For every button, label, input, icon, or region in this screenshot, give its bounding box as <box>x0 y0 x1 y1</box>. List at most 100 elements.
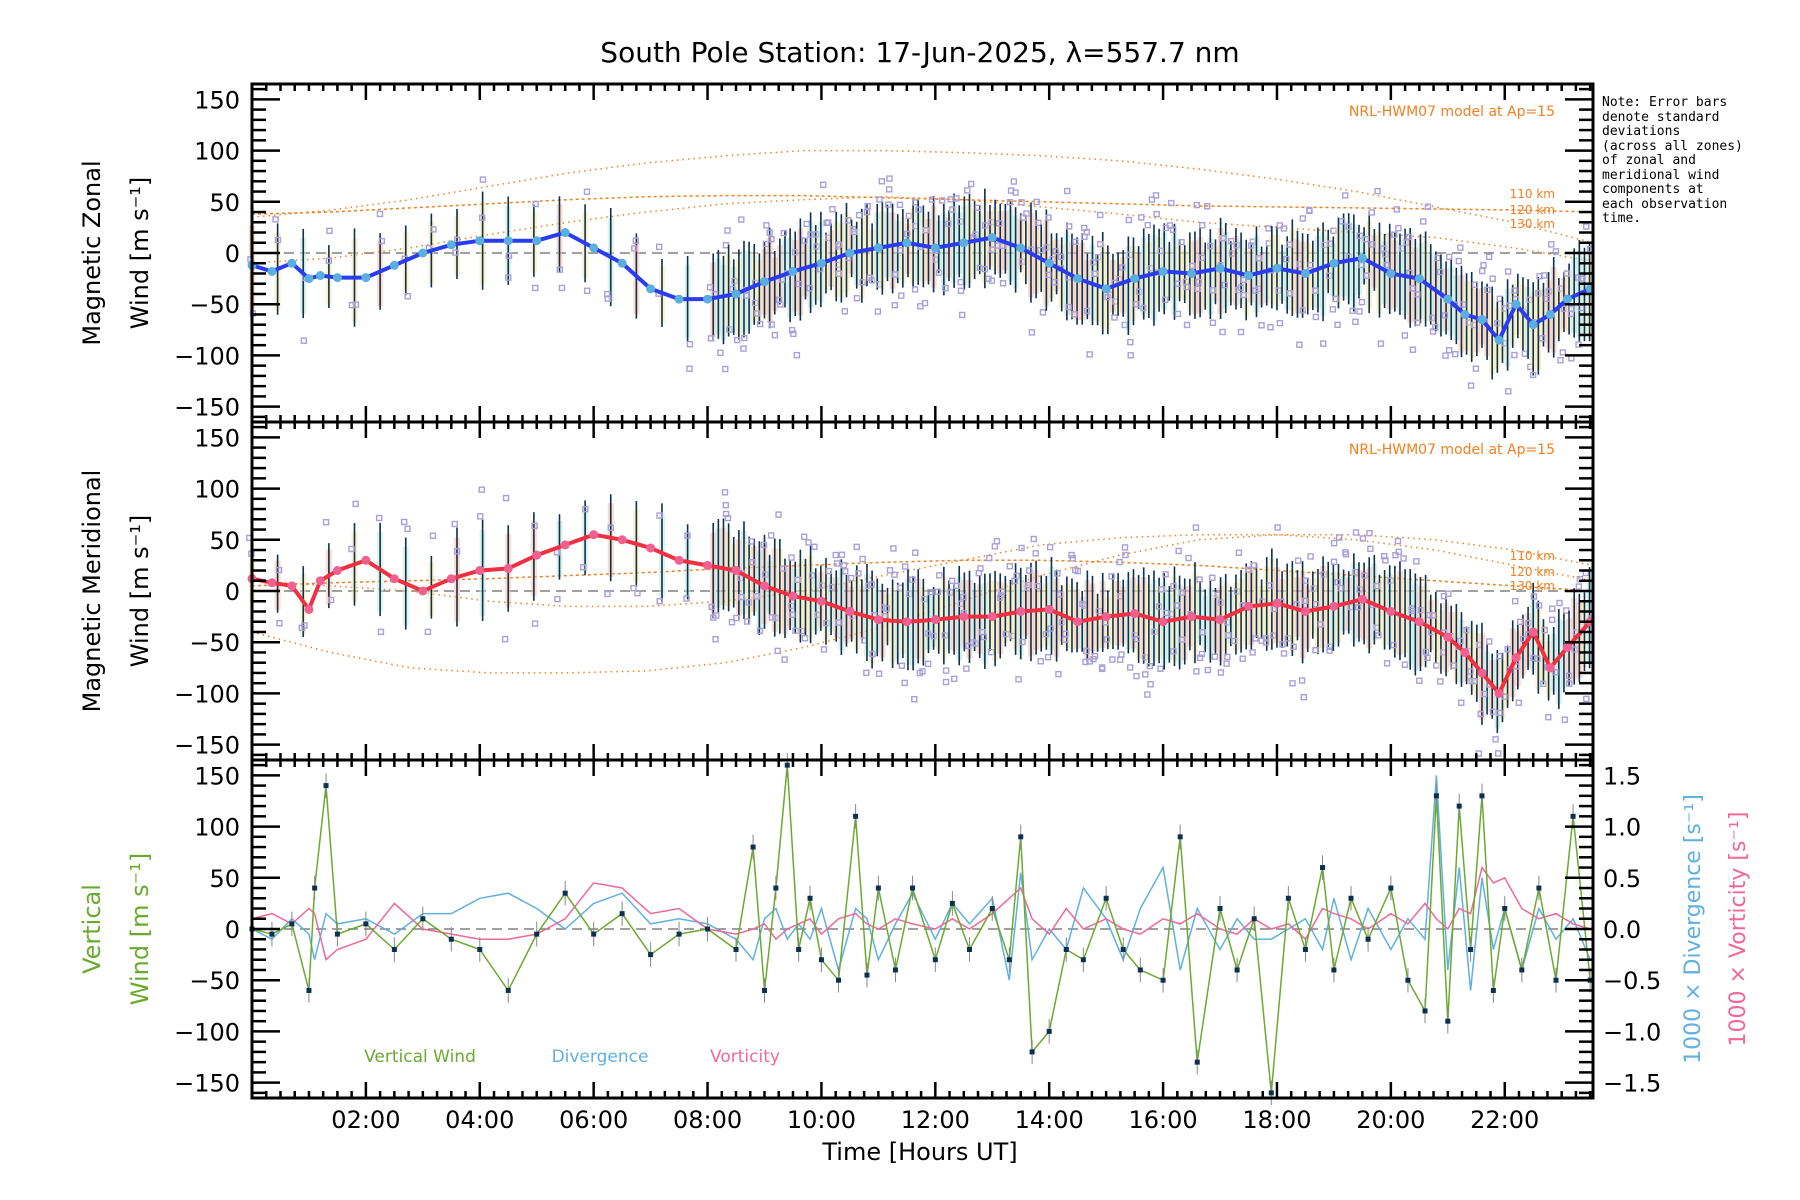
outlier-point <box>1037 658 1044 665</box>
outlier-point <box>531 522 538 530</box>
x-tick-label: 14:00 <box>1015 1106 1084 1134</box>
outlier-point <box>1162 296 1169 303</box>
mean-wind-marker <box>731 289 741 299</box>
outlier-point <box>1198 650 1206 658</box>
mean-wind-marker <box>304 274 314 284</box>
mean-wind-marker <box>1460 309 1470 319</box>
outlier-point <box>1480 262 1487 269</box>
vertical-wind-marker <box>807 895 813 901</box>
y-tick-label: −50 <box>189 629 240 657</box>
outlier-point <box>1072 238 1079 246</box>
outlier-point <box>1457 637 1464 645</box>
outlier-point <box>760 541 768 549</box>
outlier-point <box>1209 287 1217 294</box>
outlier-point <box>936 572 943 579</box>
outlier-point <box>979 628 986 636</box>
y-tick-label: 50 <box>209 189 240 217</box>
y-tick-label: −50 <box>189 967 240 995</box>
vertical-wind-marker <box>966 946 972 952</box>
vertical-wind-marker <box>1490 987 1496 993</box>
y-axis-label-line2: Wind [m s⁻¹] <box>126 177 154 329</box>
mean-wind-marker <box>959 612 969 622</box>
outlier-point <box>1146 662 1153 670</box>
mean-wind-marker <box>475 566 485 576</box>
outlier-point <box>1117 656 1124 663</box>
outlier-point <box>1262 639 1270 646</box>
outlier-point <box>1543 295 1551 303</box>
vertical-wind-marker <box>323 783 329 789</box>
outlier-point <box>1480 690 1488 698</box>
outlier-point <box>1352 318 1359 325</box>
outlier-point <box>272 216 279 223</box>
outlier-point <box>1337 584 1344 592</box>
outlier-point <box>1289 680 1296 687</box>
outlier-point <box>1382 557 1389 564</box>
outlier-point <box>1265 225 1272 232</box>
mean-wind-marker <box>816 258 826 268</box>
outlier-point <box>840 562 848 569</box>
outlier-point <box>1231 637 1238 645</box>
vertical-wind-marker <box>1433 793 1439 799</box>
outlier-point <box>838 551 846 558</box>
mean-wind-marker <box>1044 604 1054 614</box>
outlier-point <box>1010 178 1018 185</box>
mean-wind-marker <box>1044 258 1054 268</box>
outlier-point <box>963 665 970 672</box>
vertical-wind-marker <box>1251 916 1257 922</box>
outlier-point <box>1196 576 1203 583</box>
vertical-wind-marker <box>989 906 995 912</box>
outlier-point <box>505 252 513 259</box>
outlier-point <box>505 274 512 281</box>
outlier-point <box>686 341 694 348</box>
mean-wind-marker <box>503 236 513 246</box>
outlier-point <box>1496 295 1503 303</box>
outlier-point <box>825 219 832 226</box>
outlier-point <box>886 175 893 182</box>
mean-wind-marker <box>788 591 798 601</box>
x-tick-label: 08:00 <box>673 1106 742 1134</box>
outlier-point <box>326 227 333 235</box>
outlier-point <box>897 247 904 254</box>
mean-wind-marker <box>1243 271 1253 281</box>
mean-wind-marker <box>1016 243 1026 253</box>
vertical-wind-marker <box>306 987 312 993</box>
mean-wind-marker <box>332 273 342 283</box>
vertical-wind-marker <box>910 885 916 891</box>
mean-wind-marker <box>873 615 883 625</box>
outlier-point <box>942 667 950 674</box>
outlier-point <box>964 187 971 194</box>
outlier-point <box>1153 210 1160 218</box>
mean-wind-marker <box>304 604 314 614</box>
vertical-wind-marker <box>853 813 859 819</box>
error-bar-note: Note: Error bars denote standard deviati… <box>1602 95 1743 226</box>
outlier-point <box>1133 635 1141 643</box>
mean-wind-marker <box>759 277 769 287</box>
vertical-wind-marker <box>1553 977 1559 983</box>
outlier-point <box>1583 695 1590 703</box>
outlier-point <box>1330 227 1337 234</box>
y-axis-label-line1: Magnetic Zonal <box>78 160 106 345</box>
mean-wind-marker <box>1073 617 1083 627</box>
mean-wind-marker <box>617 535 627 545</box>
y-tick-label: 50 <box>209 865 240 893</box>
outlier-point <box>1575 583 1583 590</box>
outlier-point <box>1250 562 1257 569</box>
y-axis-label-line1: Magnetic Meridional <box>78 470 106 713</box>
vertical-wind-marker <box>1456 803 1462 809</box>
outlier-point <box>1577 304 1585 312</box>
mean-wind-marker <box>959 238 969 248</box>
mean-wind-marker <box>1272 263 1282 273</box>
mean-wind-marker <box>703 560 713 570</box>
outlier-point <box>352 500 359 508</box>
outlier-point <box>1549 605 1556 612</box>
outlier-point <box>1240 291 1247 299</box>
outlier-point <box>811 543 818 551</box>
vertical-wind-marker <box>448 936 454 942</box>
outlier-point <box>1467 382 1475 389</box>
outlier-point <box>1459 301 1467 308</box>
outlier-point <box>1379 245 1387 252</box>
outlier-point <box>1574 274 1582 281</box>
outlier-point <box>892 271 899 278</box>
outlier-point <box>991 543 999 550</box>
